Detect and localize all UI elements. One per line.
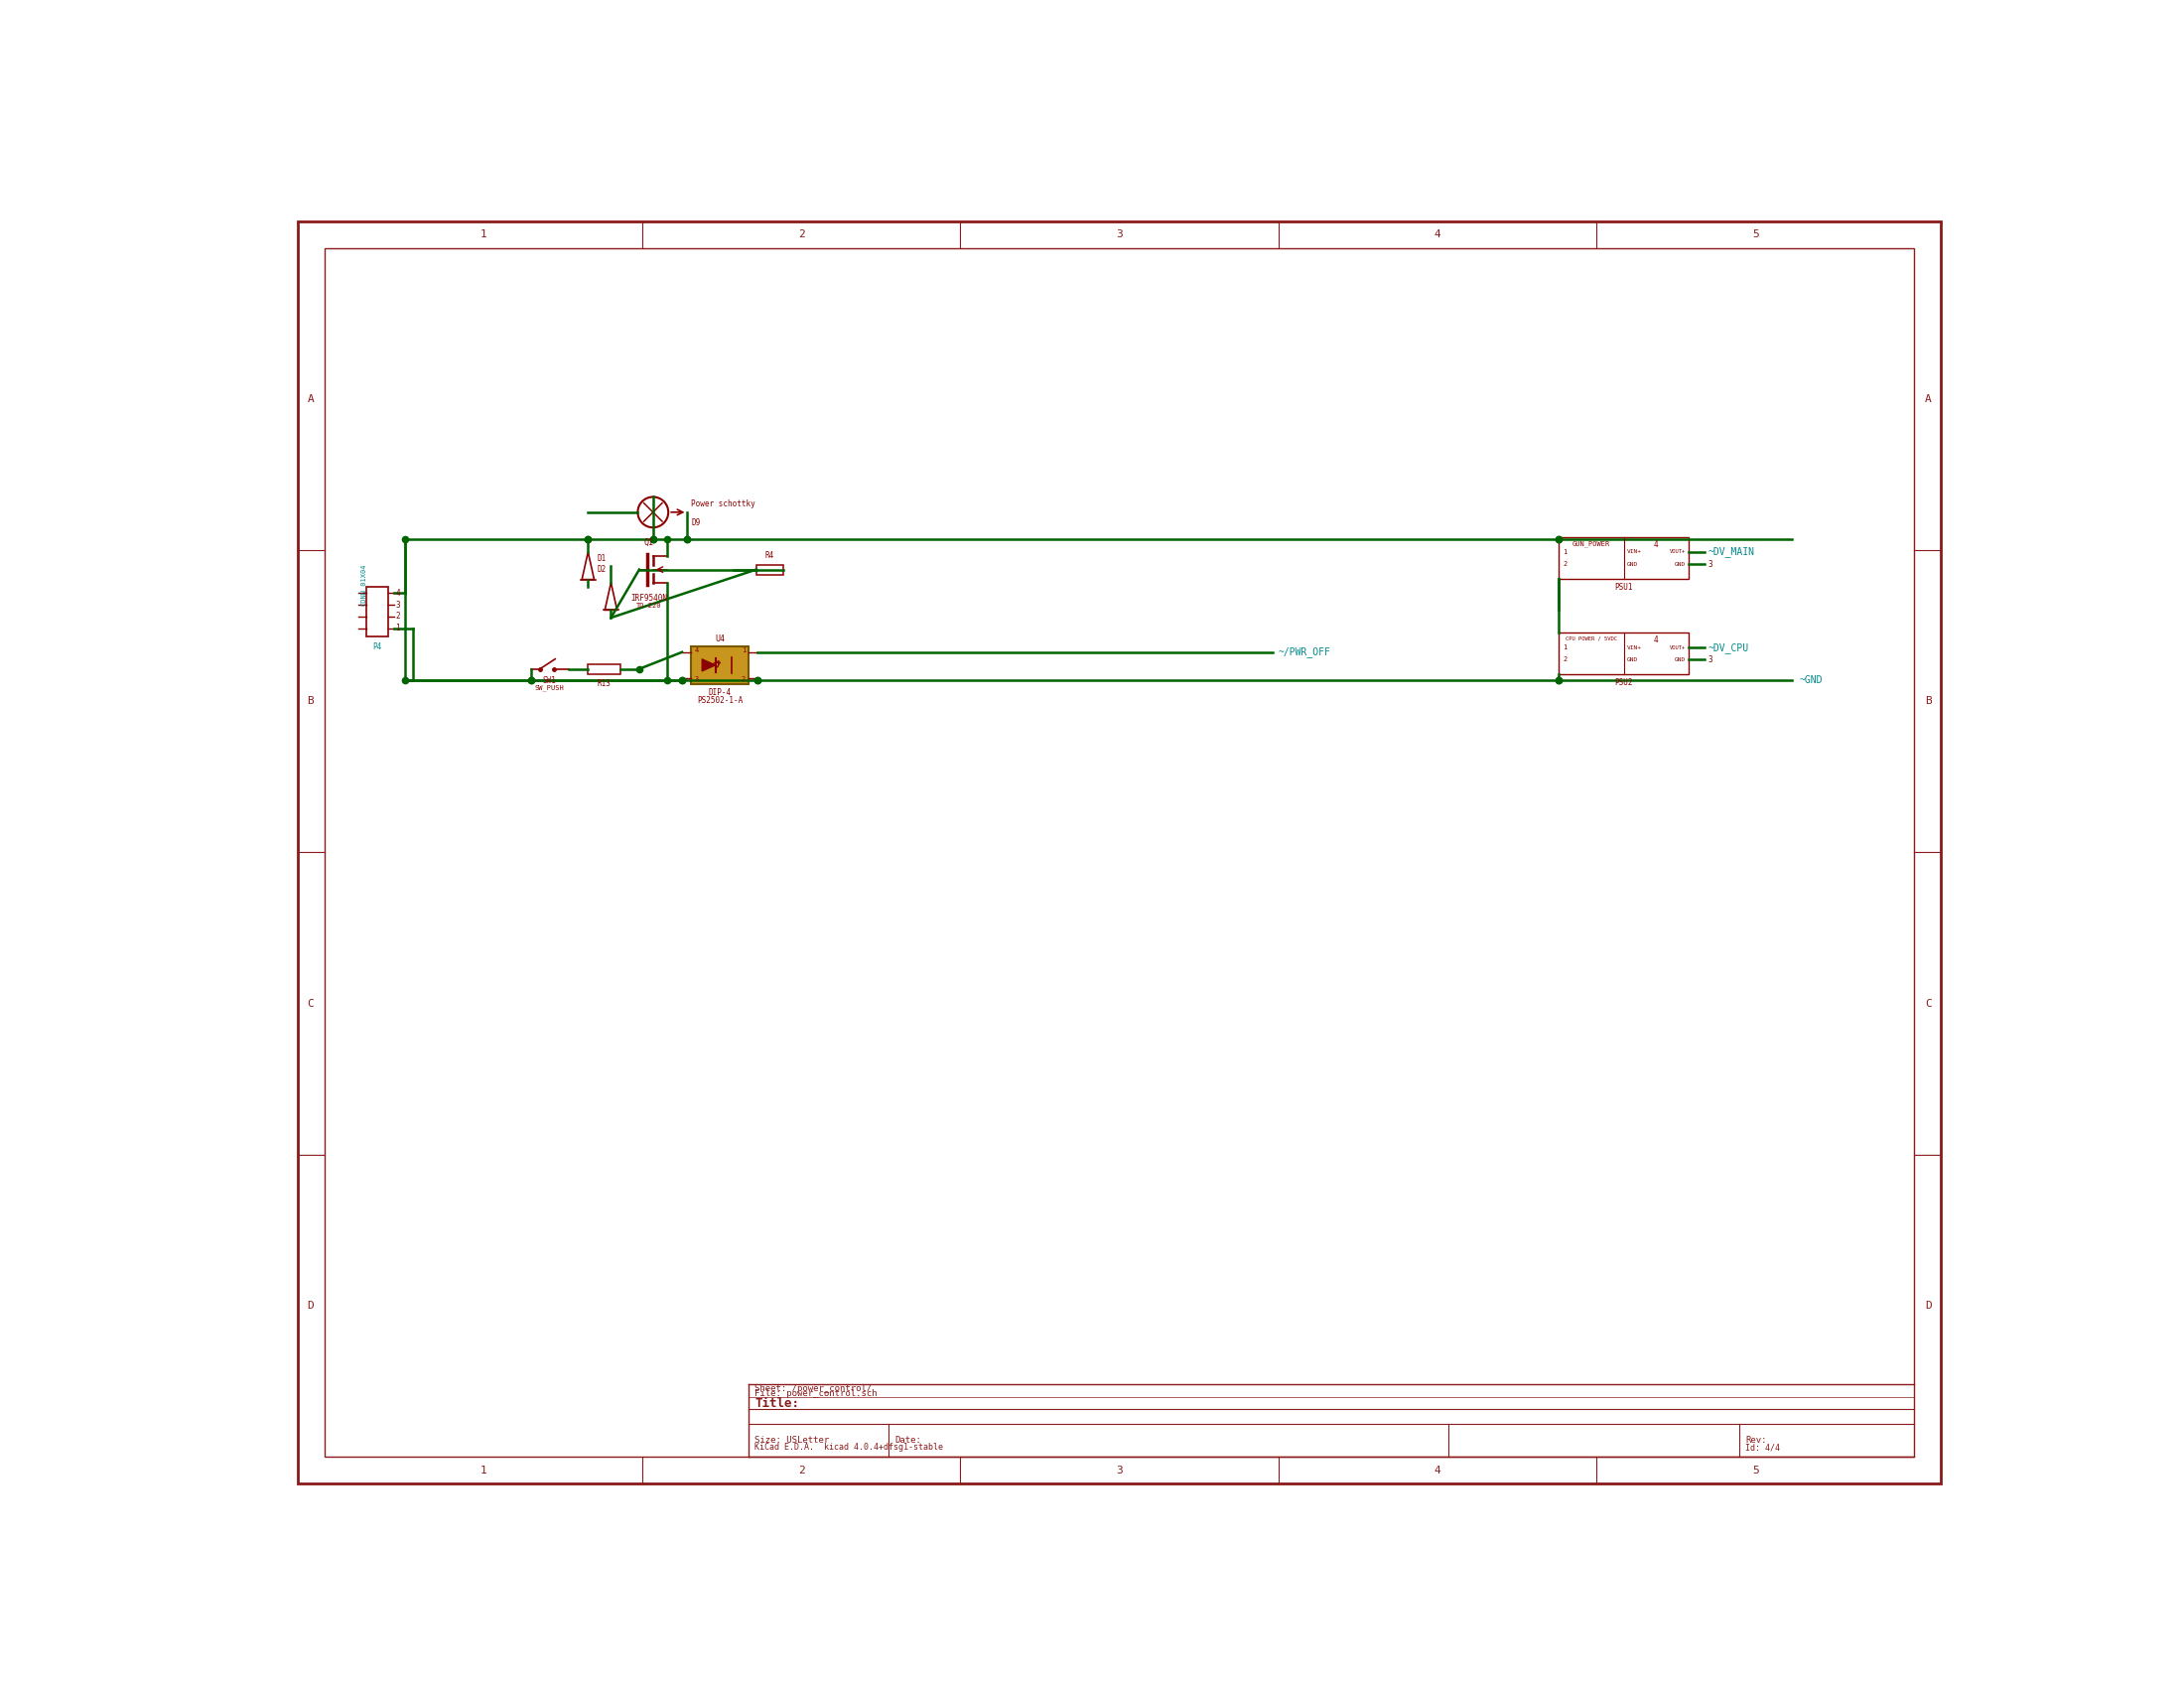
Text: D1: D1 <box>596 554 607 562</box>
Text: 4: 4 <box>1653 540 1658 549</box>
Text: Date:: Date: <box>895 1435 922 1445</box>
Text: U4: U4 <box>714 635 725 643</box>
Text: GND: GND <box>1675 562 1686 567</box>
Bar <box>1559 633 1688 675</box>
Text: B: B <box>308 697 314 706</box>
Text: R4: R4 <box>764 552 773 560</box>
Text: VIN+: VIN+ <box>1627 550 1642 554</box>
Text: 1: 1 <box>1564 645 1566 650</box>
Text: TO-220: TO-220 <box>636 603 662 609</box>
Text: 5: 5 <box>1752 230 1758 240</box>
Bar <box>587 663 620 674</box>
Text: 4: 4 <box>1435 230 1441 240</box>
Text: KiCad E.D.A.  kicad 4.0.4+dfsg1-stable: KiCad E.D.A. kicad 4.0.4+dfsg1-stable <box>756 1443 943 1452</box>
Text: CONN_01X04: CONN_01X04 <box>360 564 367 606</box>
Text: DIP-4: DIP-4 <box>708 689 732 697</box>
Text: 2: 2 <box>1564 657 1566 663</box>
Text: 4: 4 <box>395 589 400 598</box>
Text: 4: 4 <box>1435 1465 1441 1475</box>
Text: GND: GND <box>1627 657 1638 662</box>
Text: 2: 2 <box>1564 560 1566 567</box>
Text: A: A <box>1924 395 1931 405</box>
Text: R13: R13 <box>596 680 612 689</box>
Text: GUN_POWER: GUN_POWER <box>1572 540 1610 547</box>
Text: C: C <box>308 999 314 1008</box>
Text: SW_PUSH: SW_PUSH <box>535 684 566 690</box>
Text: 1: 1 <box>480 230 487 240</box>
Text: GND: GND <box>1627 562 1638 567</box>
Text: 3: 3 <box>1708 655 1712 665</box>
Text: Title:: Title: <box>756 1396 799 1409</box>
Text: 3: 3 <box>1116 230 1123 240</box>
Text: Rev:: Rev: <box>1745 1435 1767 1445</box>
Text: 2: 2 <box>395 613 400 621</box>
Text: 1: 1 <box>480 1465 487 1475</box>
Bar <box>367 587 389 636</box>
Text: 1: 1 <box>740 648 745 653</box>
Text: ~DV_CPU: ~DV_CPU <box>1708 641 1749 653</box>
Text: 2: 2 <box>740 677 745 682</box>
Text: P4: P4 <box>373 643 382 652</box>
Text: Sheet: /power_control/: Sheet: /power_control/ <box>756 1384 871 1393</box>
Text: 3: 3 <box>1116 1465 1123 1475</box>
Text: PSU2: PSU2 <box>1614 679 1634 687</box>
Text: File: power_control.sch: File: power_control.sch <box>756 1389 878 1398</box>
Text: 3: 3 <box>395 601 400 609</box>
Text: 1: 1 <box>1564 549 1566 555</box>
Text: 2: 2 <box>797 1465 804 1475</box>
Text: CPU POWER / 5VDC: CPU POWER / 5VDC <box>1566 636 1616 641</box>
Text: Size: USLetter: Size: USLetter <box>756 1435 830 1445</box>
Text: 3: 3 <box>1708 560 1712 569</box>
Text: D9: D9 <box>690 518 701 527</box>
Text: ~DV_MAIN: ~DV_MAIN <box>1708 547 1754 557</box>
Text: GND: GND <box>1675 657 1686 662</box>
Text: A: A <box>308 395 314 405</box>
Text: Q1: Q1 <box>644 538 655 547</box>
Text: ~GND: ~GND <box>1800 675 1824 685</box>
Bar <box>756 564 782 574</box>
Text: PSU1: PSU1 <box>1614 582 1634 592</box>
Text: IRF9540N: IRF9540N <box>631 594 668 603</box>
Text: PS2502-1-A: PS2502-1-A <box>697 697 743 706</box>
Text: 1: 1 <box>395 625 400 633</box>
Text: Power schottky: Power schottky <box>690 500 756 508</box>
Text: D: D <box>308 1300 314 1310</box>
Text: SW1: SW1 <box>544 677 557 685</box>
Text: B: B <box>1924 697 1931 706</box>
Text: VOUT+: VOUT+ <box>1669 645 1686 650</box>
Text: ~/PWR_OFF: ~/PWR_OFF <box>1278 647 1330 658</box>
Text: 3: 3 <box>695 677 699 682</box>
Text: C: C <box>1924 999 1931 1008</box>
Text: D2: D2 <box>596 565 607 574</box>
Text: 2: 2 <box>797 230 804 240</box>
Text: 5: 5 <box>1752 1465 1758 1475</box>
Text: D: D <box>1924 1300 1931 1310</box>
Bar <box>1559 537 1688 579</box>
Text: Id: 4/4: Id: 4/4 <box>1745 1443 1780 1452</box>
Bar <box>690 647 749 684</box>
Text: VOUT+: VOUT+ <box>1669 550 1686 554</box>
Text: 4: 4 <box>1653 636 1658 645</box>
Text: 4: 4 <box>695 648 699 653</box>
Polygon shape <box>701 658 716 672</box>
Text: VIN+: VIN+ <box>1627 645 1642 650</box>
